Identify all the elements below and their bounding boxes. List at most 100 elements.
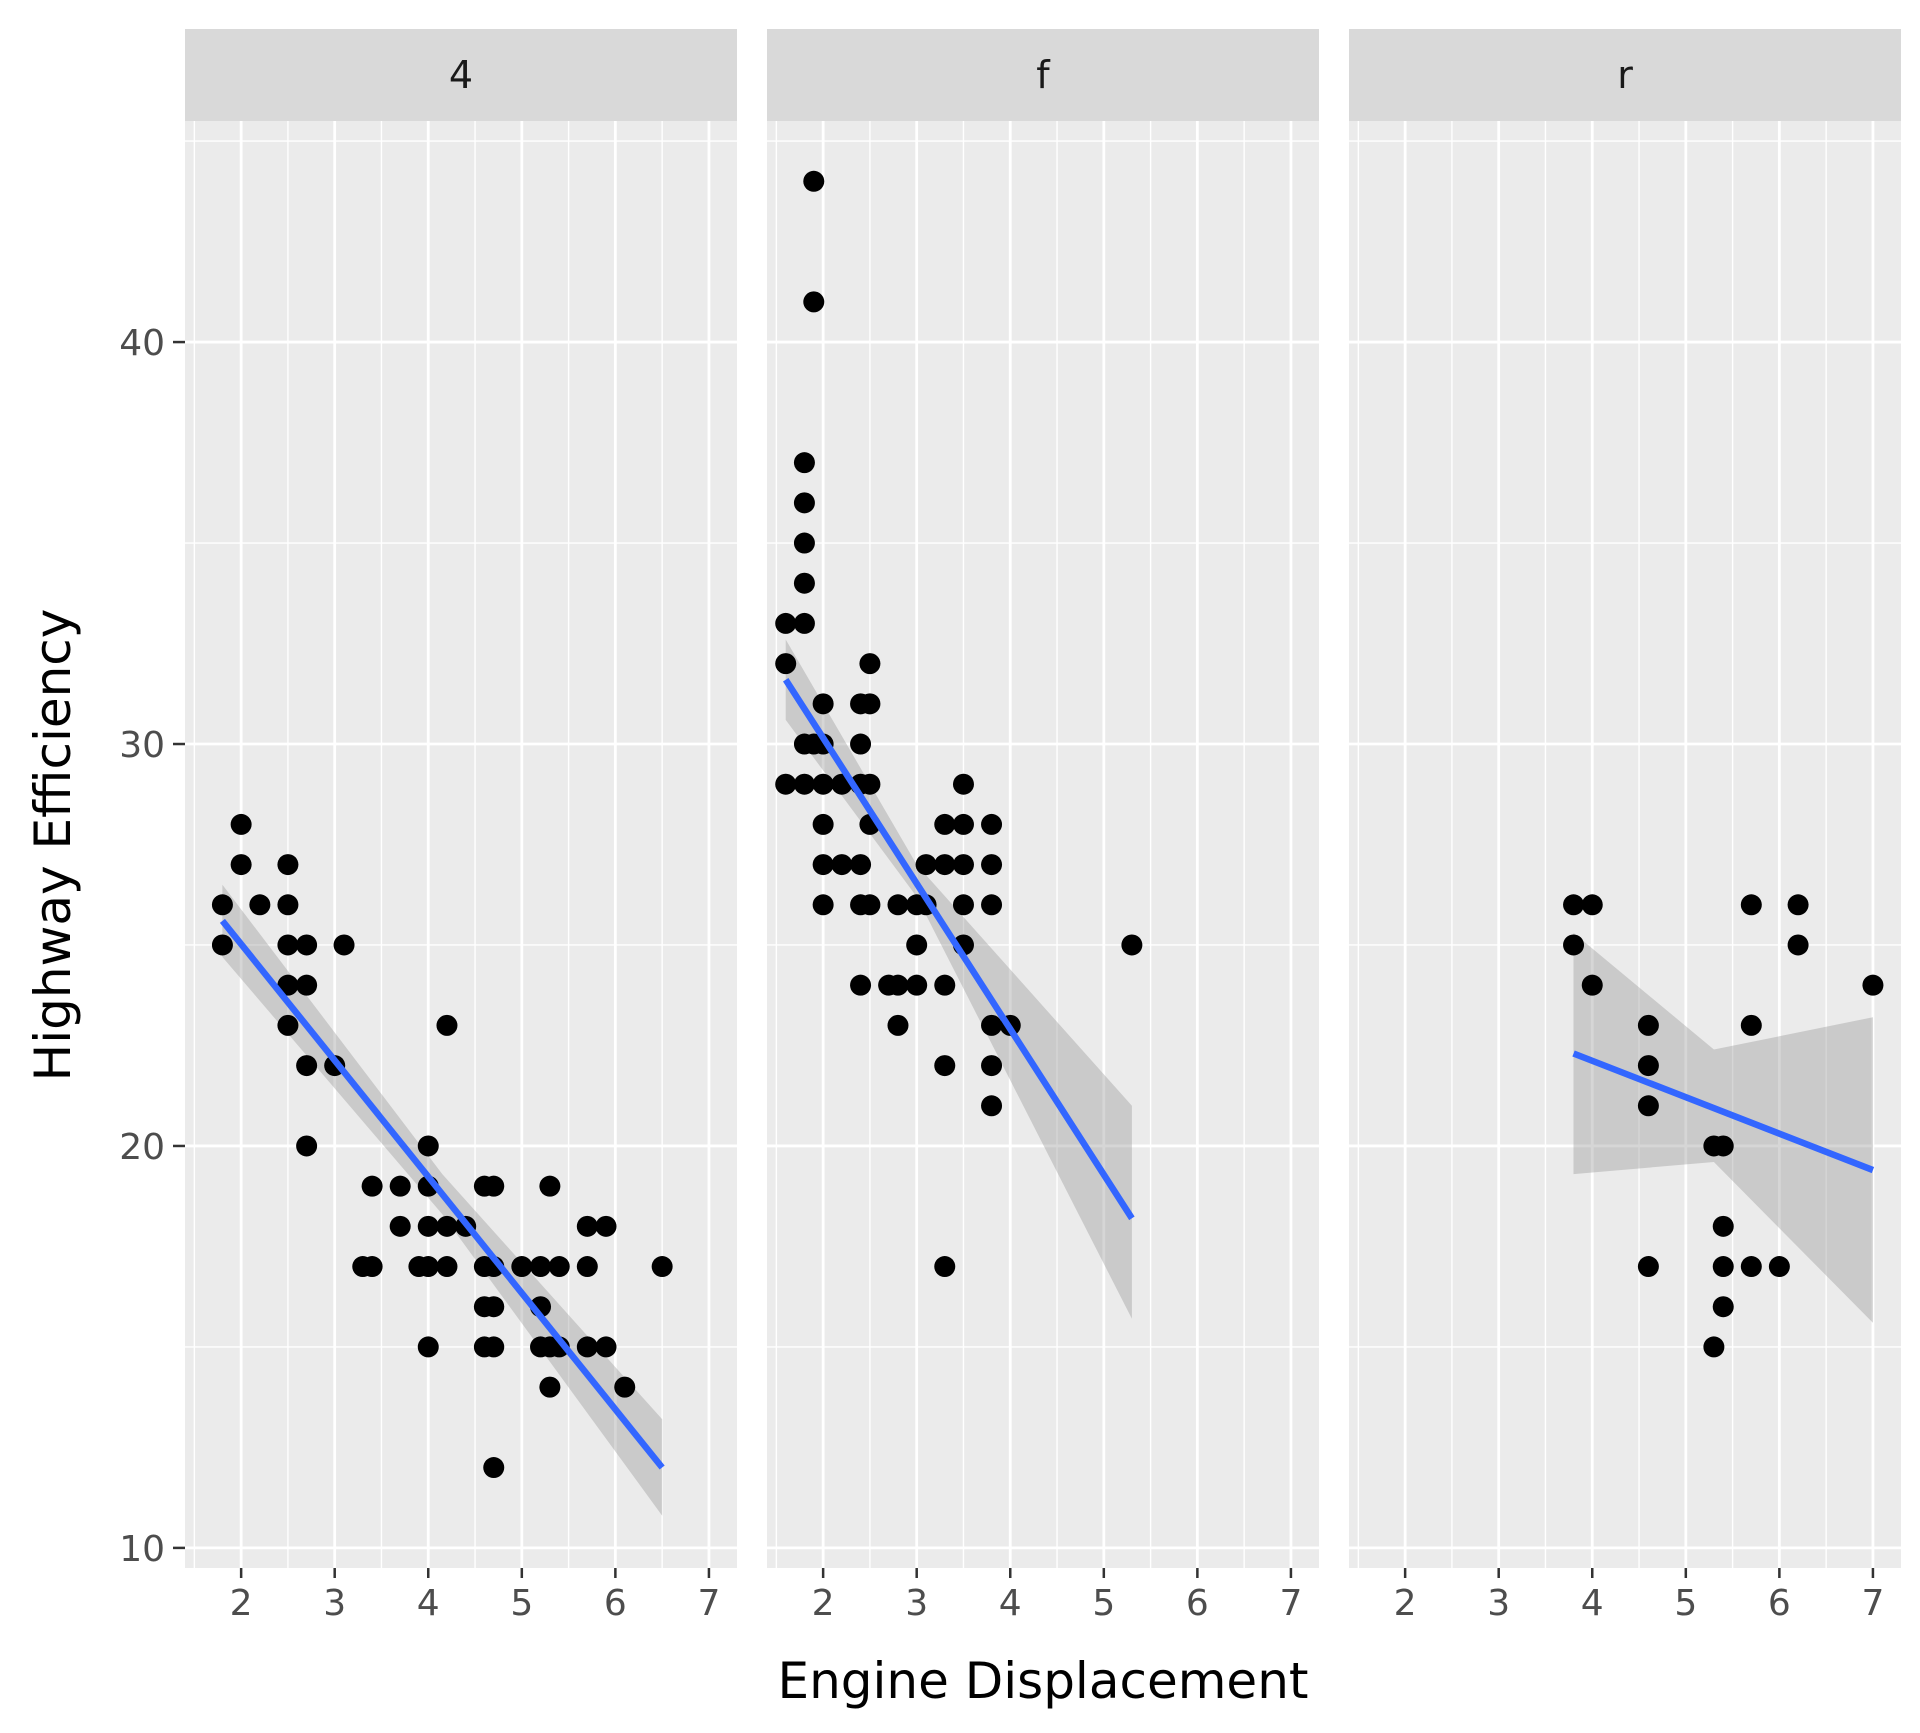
data-point <box>511 1256 533 1278</box>
data-point <box>812 693 834 715</box>
panels-layer: 4 2 3 4 5 6 7 f 2 3 4 5 6 7 r 2 3 4 5 6 7 <box>185 29 1901 1624</box>
facet-strip-label: r <box>1617 53 1633 97</box>
data-point <box>981 1055 1003 1077</box>
facet-panel-f: f 2 3 4 5 6 7 <box>767 29 1319 1624</box>
data-point <box>1563 934 1585 956</box>
data-point <box>1768 1256 1790 1278</box>
x-tick-label: 6 <box>604 1583 627 1624</box>
data-point <box>296 934 318 956</box>
data-point <box>595 1336 617 1358</box>
facet-strip <box>185 29 737 121</box>
x-tick-label: 7 <box>1861 1583 1884 1624</box>
data-point <box>850 854 872 876</box>
panel-background <box>767 121 1319 1568</box>
data-point <box>1862 974 1884 996</box>
data-point <box>483 1336 505 1358</box>
regression-line <box>782 677 1135 1221</box>
data-point <box>952 813 974 835</box>
data-point <box>417 1215 439 1237</box>
x-tick-label: 6 <box>1186 1583 1209 1624</box>
facet-strip <box>767 29 1319 121</box>
data-point <box>1740 1014 1762 1036</box>
data-point <box>981 894 1003 916</box>
data-point <box>1712 1135 1734 1157</box>
data-point <box>812 813 834 835</box>
data-point <box>850 733 872 755</box>
y-tick-label: 40 <box>119 323 165 364</box>
data-point <box>1712 1296 1734 1318</box>
confidence-band <box>222 884 663 1516</box>
data-point <box>981 813 1003 835</box>
data-point <box>417 1256 439 1278</box>
y-tick-label: 20 <box>119 1127 165 1168</box>
data-point <box>793 612 815 634</box>
data-point <box>981 1095 1003 1117</box>
x-tick-label: 2 <box>1394 1583 1417 1624</box>
data-point <box>361 1175 383 1197</box>
data-point <box>803 291 825 313</box>
x-tick-label: 5 <box>510 1583 533 1624</box>
data-point <box>793 452 815 474</box>
data-point <box>436 1215 458 1237</box>
data-point <box>981 854 1003 876</box>
x-tick-label: 3 <box>1487 1583 1510 1624</box>
data-point <box>576 1215 598 1237</box>
x-tick-label: 7 <box>1279 1583 1302 1624</box>
data-point <box>548 1256 570 1278</box>
x-tick-label: 6 <box>1768 1583 1791 1624</box>
data-point <box>812 854 834 876</box>
facet-strip-label: 4 <box>449 53 473 97</box>
data-point <box>417 1135 439 1157</box>
data-point <box>483 1296 505 1318</box>
data-point <box>1787 934 1809 956</box>
data-point <box>333 934 355 956</box>
data-point <box>887 974 909 996</box>
y-axis: 10 20 30 40 <box>119 323 185 1570</box>
data-point <box>539 1175 561 1197</box>
x-tick-label: 4 <box>999 1583 1022 1624</box>
data-point <box>1563 894 1585 916</box>
x-tick-label: 2 <box>812 1583 835 1624</box>
data-point <box>436 1014 458 1036</box>
y-tick-label: 10 <box>119 1529 165 1570</box>
data-point <box>595 1215 617 1237</box>
data-point <box>850 974 872 996</box>
data-point <box>249 894 271 916</box>
data-point <box>1121 934 1143 956</box>
panel-background <box>185 121 737 1568</box>
facet-strip-label: f <box>1036 53 1051 97</box>
data-point <box>277 974 299 996</box>
data-point <box>576 1336 598 1358</box>
data-point <box>1712 1256 1734 1278</box>
y-tick-label: 30 <box>119 725 165 766</box>
x-axis-title: Engine Displacement <box>778 1652 1309 1710</box>
facet-strip <box>1349 29 1901 121</box>
x-tick-label: 4 <box>1581 1583 1604 1624</box>
data-point <box>211 894 233 916</box>
data-point <box>277 854 299 876</box>
data-point <box>793 773 815 795</box>
data-point <box>1740 894 1762 916</box>
data-point <box>934 854 956 876</box>
data-point <box>277 934 299 956</box>
data-point <box>934 974 956 996</box>
data-point <box>859 773 881 795</box>
data-point <box>230 854 252 876</box>
data-point <box>539 1376 561 1398</box>
data-point <box>436 1256 458 1278</box>
data-point <box>296 1135 318 1157</box>
data-point <box>859 894 881 916</box>
data-point <box>389 1175 411 1197</box>
data-point <box>859 693 881 715</box>
data-point <box>651 1256 673 1278</box>
data-point <box>296 1055 318 1077</box>
data-point <box>614 1376 636 1398</box>
data-point <box>1637 1095 1659 1117</box>
data-point <box>803 170 825 192</box>
panel-background <box>1349 121 1901 1568</box>
x-tick-label: 2 <box>230 1583 253 1624</box>
data-point <box>793 492 815 514</box>
data-point <box>576 1256 598 1278</box>
